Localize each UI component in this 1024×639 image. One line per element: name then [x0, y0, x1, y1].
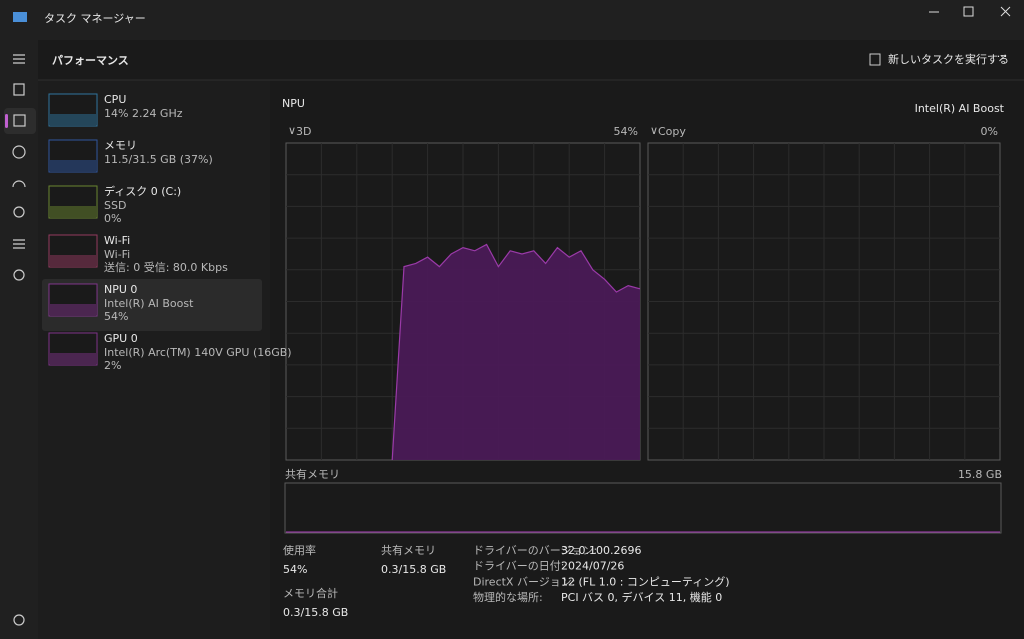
- app-icon: [13, 12, 27, 22]
- usage-area: [392, 244, 640, 460]
- detail-value: 32.0.100.2696: [561, 544, 641, 557]
- sidebar-item-detail: Intel(R) Arc(TM) 140V GPU (16GB): [104, 346, 292, 359]
- stat-value: 54%: [283, 563, 307, 576]
- sidebar-thumb-fill: [50, 160, 96, 171]
- sidebar-item-name[interactable]: NPU 0: [104, 283, 137, 296]
- sidebar-thumb-fill: [50, 353, 96, 364]
- sidebar-item-name[interactable]: メモリ: [104, 139, 137, 152]
- sidebar-thumb: [48, 185, 98, 219]
- close[interactable]: [1000, 6, 1011, 17]
- page-title: パフォーマンス: [52, 54, 129, 67]
- detail-value: 2024/07/26: [561, 560, 624, 573]
- nav-rail[interactable]: [4, 54, 36, 626]
- sidebar-item-name[interactable]: CPU: [104, 93, 126, 106]
- menu-icon[interactable]: [13, 54, 25, 64]
- sidebar-item-name[interactable]: GPU 0: [104, 332, 138, 345]
- detail-value: 12 (FL 1.0 : コンピューティング): [561, 574, 730, 588]
- graph-chevron: ∨: [650, 124, 658, 137]
- sidebar-item-detail: 54%: [104, 310, 128, 323]
- stat-label: 使用率: [283, 543, 316, 557]
- sidebar-thumb: [48, 234, 98, 268]
- startup-icon[interactable]: [12, 180, 26, 188]
- stat-label: メモリ合計: [283, 586, 338, 600]
- detail-label: DirectX バージョン:: [473, 575, 575, 588]
- panel-title: NPU: [282, 97, 305, 110]
- sidebar-item-detail: Intel(R) AI Boost: [104, 297, 194, 310]
- sidebar-item-detail: Wi-Fi: [104, 248, 130, 261]
- sidebar-thumb-fill: [50, 304, 96, 315]
- detail-label: ドライバーのバージョン:: [473, 544, 597, 557]
- sidebar-item-name[interactable]: ディスク 0 (C:): [104, 184, 181, 198]
- detail-label: 物理的な場所:: [473, 590, 543, 604]
- sidebar-item-detail: 11.5/31.5 GB (37%): [104, 153, 213, 166]
- window-controls[interactable]: [929, 6, 1011, 17]
- detail-value: PCI バス 0, デバイス 11, 機能 0: [561, 590, 722, 604]
- shared-memory-label: 共有メモリ: [285, 467, 340, 481]
- settings-icon[interactable]: [13, 614, 25, 626]
- graph-label: Copy: [658, 125, 686, 138]
- run-task-button[interactable]: 新しいタスクを実行する: [888, 52, 1009, 66]
- graphs: 3D∨ 54% Copy∨ 0%: [285, 124, 1001, 461]
- graph-value-label: 54%: [614, 125, 638, 138]
- sidebar-item-detail: SSD: [104, 199, 126, 212]
- shared-memory-graph: [284, 482, 1002, 534]
- nav-selected[interactable]: [4, 108, 36, 134]
- detail-label: ドライバーの日付:: [473, 560, 565, 573]
- device-name: Intel(R) AI Boost: [915, 102, 1005, 115]
- services-icon[interactable]: [13, 269, 25, 281]
- performance-icon[interactable]: [13, 114, 26, 127]
- sidebar-item-detail: 送信: 0 受信: 80.0 Kbps: [104, 260, 228, 274]
- run-task-icon[interactable]: [869, 53, 881, 66]
- sidebar-item-detail: 0%: [104, 212, 121, 225]
- details-icon[interactable]: [13, 239, 25, 249]
- sidebar-thumb-fill: [50, 255, 96, 266]
- stat-label: 共有メモリ: [381, 543, 436, 557]
- usage-line: [391, 243, 641, 461]
- sidebar-thumb: [48, 283, 98, 317]
- sidebar-item-detail: 14% 2.24 GHz: [104, 107, 183, 120]
- sidebar-item-detail: 2%: [104, 359, 121, 372]
- sidebar-thumb-fill: [50, 114, 96, 125]
- processes-icon[interactable]: [13, 83, 25, 96]
- users-icon[interactable]: [13, 206, 25, 218]
- maximize[interactable]: [963, 6, 974, 17]
- stat-value: 0.3/15.8 GB: [283, 606, 348, 619]
- shared-memory-max: 15.8 GB: [958, 468, 1002, 481]
- sidebar-thumb: [48, 93, 98, 127]
- history-icon[interactable]: [12, 145, 26, 159]
- graph-value-label: 0%: [981, 125, 998, 138]
- sidebar-item-name[interactable]: Wi-Fi: [104, 234, 130, 247]
- more-button[interactable]: ···: [997, 50, 1008, 63]
- graph-chevron: ∨: [288, 124, 296, 137]
- graph-label: 3D: [296, 125, 311, 138]
- nav-indicator: [5, 114, 8, 128]
- sidebar-thumb: [48, 139, 98, 173]
- sidebar-thumb: [48, 332, 98, 366]
- window-title: タスク マネージャー: [44, 12, 146, 25]
- sidebar-thumb-fill: [50, 206, 96, 217]
- stat-value: 0.3/15.8 GB: [381, 563, 446, 576]
